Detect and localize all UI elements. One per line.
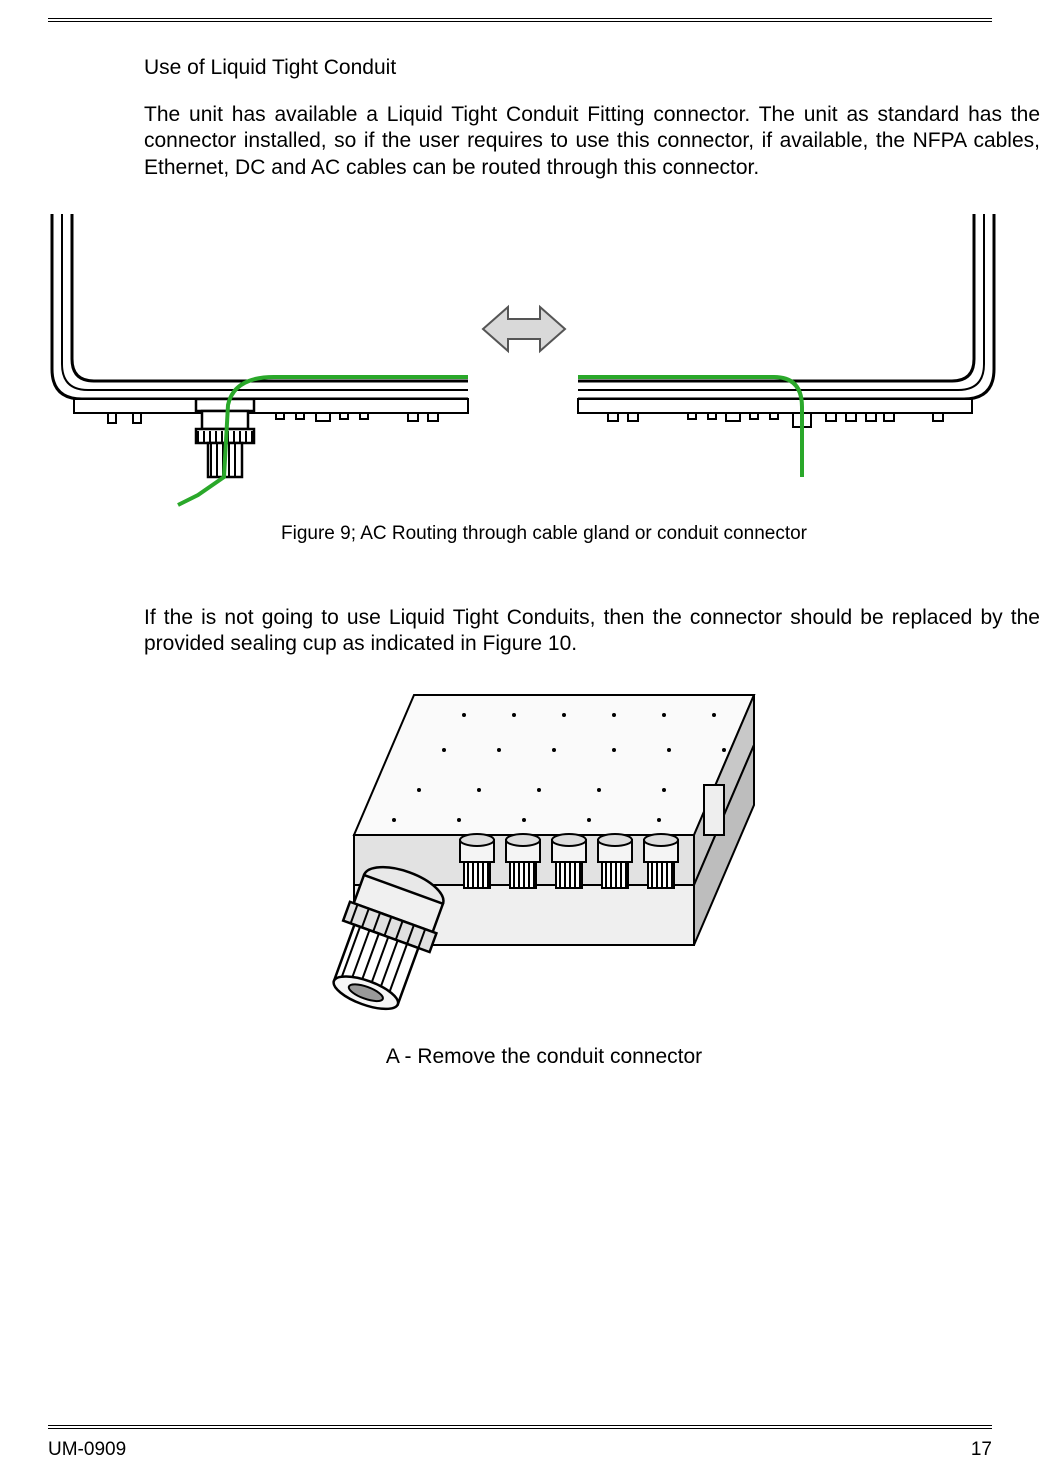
figure-10	[48, 685, 1040, 1035]
content-area: Use of Liquid Tight Conduit The unit has…	[48, 56, 1040, 1069]
figure-10-svg	[324, 685, 764, 1035]
paragraph-2: If the is not going to use Liquid Tight …	[144, 605, 1040, 658]
figure-9-svg	[48, 209, 998, 509]
paragraph-1: The unit has available a Liquid Tight Co…	[144, 102, 1040, 181]
figure-10-subcaption: A - Remove the conduit connector	[48, 1045, 1040, 1069]
section-title: Use of Liquid Tight Conduit	[144, 56, 1040, 80]
page: Use of Liquid Tight Conduit The unit has…	[0, 0, 1040, 1481]
footer-page-number: 17	[971, 1439, 992, 1461]
figure-9	[48, 209, 1040, 509]
bottom-rule	[48, 1425, 992, 1429]
top-rule	[48, 18, 992, 22]
footer-doc-id: UM-0909	[48, 1439, 126, 1461]
page-footer: UM-0909 17	[48, 1439, 992, 1461]
figure-9-caption: Figure 9; AC Routing through cable gland…	[48, 523, 1040, 545]
